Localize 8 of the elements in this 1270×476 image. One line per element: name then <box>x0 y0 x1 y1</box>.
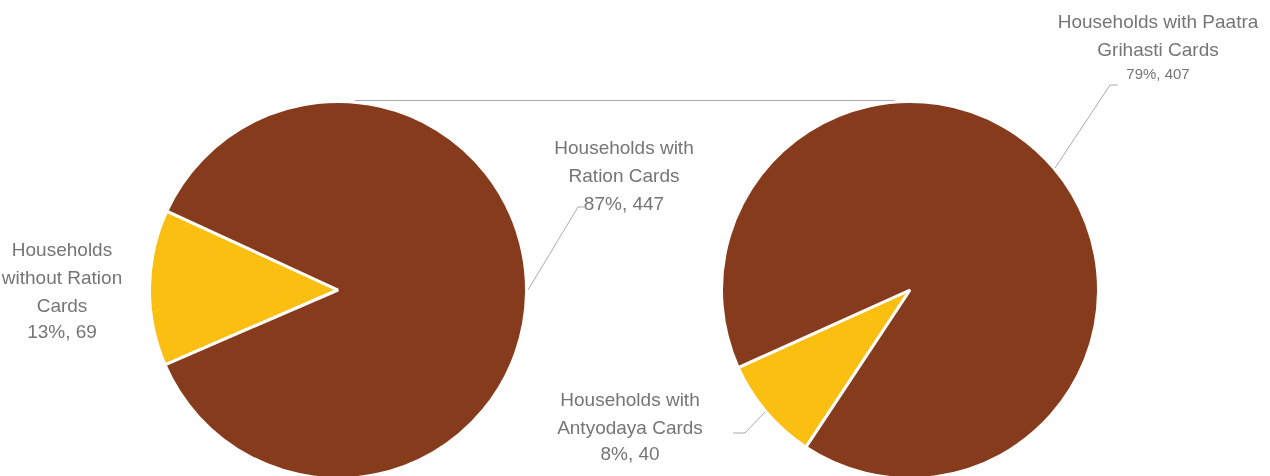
slice-label: Households without Ration Cards <box>0 239 123 317</box>
slice-label: Households with Paatra Grihasti Cards <box>1057 11 1259 61</box>
data-label: 87%, 447 <box>583 193 665 215</box>
slice-label: Households with Antyodaya Cards <box>557 389 703 439</box>
data-label: 8%, 40 <box>600 443 660 465</box>
data-label: 13%, 69 <box>27 321 97 343</box>
data-label: 79%, 407 <box>1126 65 1190 83</box>
slice-label: Households with Ration Cards <box>554 137 694 187</box>
